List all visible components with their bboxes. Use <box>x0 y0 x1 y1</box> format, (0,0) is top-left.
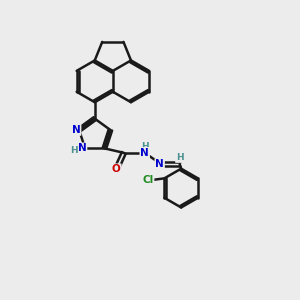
Text: H: H <box>141 142 148 151</box>
Text: N: N <box>72 125 80 135</box>
Text: N: N <box>140 148 149 158</box>
Text: N: N <box>78 143 86 153</box>
Text: Cl: Cl <box>142 175 154 185</box>
Text: N: N <box>155 159 164 169</box>
Text: H: H <box>176 153 184 162</box>
Text: H: H <box>70 146 78 155</box>
Text: O: O <box>112 164 121 174</box>
